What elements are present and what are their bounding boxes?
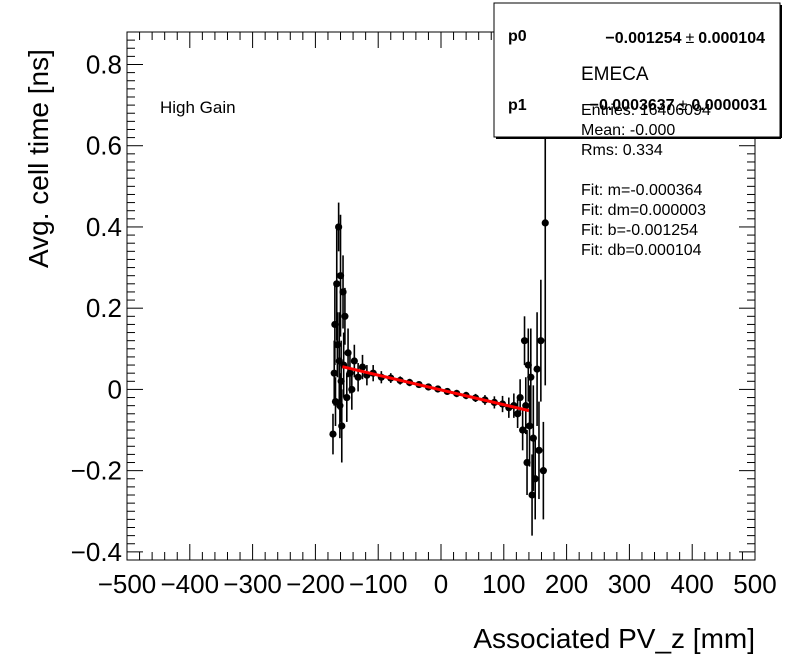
stats-p0-value: −0.001254 ±0.000104	[605, 30, 765, 47]
data-point	[535, 446, 543, 454]
stats-line: Mean: -0.000	[581, 122, 675, 139]
data-point	[522, 402, 530, 410]
x-tick-label: 0	[434, 569, 448, 599]
data-point	[520, 337, 529, 345]
stats-p0-name: p0	[508, 28, 527, 45]
data-point	[529, 434, 537, 442]
data-point	[537, 337, 545, 345]
stats-line: Fit: dm=0.000003	[581, 202, 706, 219]
stats-p0-pm: ±	[685, 30, 694, 47]
x-axis-tick-labels: −500 −400 −300 −200 −100 0 100 200 300 400 500	[98, 569, 777, 599]
x-tick-label: −400	[161, 569, 220, 599]
x-tick-label: −200	[286, 569, 345, 599]
stats-p1-value: −0.0003637 ±0.0000031	[590, 97, 768, 114]
data-point	[531, 475, 539, 483]
x-tick-label: 500	[733, 569, 776, 599]
data-point	[348, 385, 356, 394]
data-point	[519, 426, 527, 434]
data-point	[524, 361, 532, 369]
data-point	[541, 219, 549, 227]
stats-box-frame	[493, 2, 781, 138]
data-point	[335, 223, 343, 231]
stats-title: EMECA	[581, 64, 649, 85]
y-axis-tick-labels: −0.4 −0.2 0 0.2 0.4 0.6 0.8	[71, 49, 122, 566]
data-point	[527, 373, 535, 381]
data-point	[339, 288, 347, 296]
data-point	[525, 422, 534, 430]
y-tick-label: −0.2	[71, 456, 122, 486]
data-point	[333, 341, 341, 349]
stats-line: Rms: 0.334	[581, 142, 663, 159]
data-point	[329, 430, 337, 438]
y-tick-label: 0.4	[86, 212, 122, 242]
y-tick-label: 0.2	[86, 293, 122, 323]
stats-line: Entries: 16406094	[581, 102, 711, 119]
data-point	[331, 320, 339, 329]
data-point	[338, 422, 346, 430]
x-axis-title: Associated PV_z [mm]	[473, 623, 755, 654]
data-point	[516, 393, 524, 402]
stats-p0-number: −0.001254	[605, 30, 681, 47]
x-tick-label: −300	[223, 569, 282, 599]
data-point	[533, 365, 541, 373]
stats-box: p0 −0.001254 ±0.000104 EMECA p1 −0.000363…	[493, 2, 782, 259]
fit-line	[342, 365, 530, 413]
stats-line: Fit: m=-0.000364	[581, 182, 703, 199]
stats-p1-number: −0.0003637	[590, 97, 675, 114]
x-tick-label: 400	[671, 569, 714, 599]
y-tick-label: 0	[108, 374, 122, 404]
gain-annotation: High Gain	[160, 98, 236, 117]
data-point	[358, 363, 367, 371]
x-tick-label: −500	[98, 569, 157, 599]
data-point	[330, 369, 338, 377]
y-axis-title: Avg. cell time [ns]	[23, 49, 54, 268]
data-point	[354, 373, 362, 381]
stats-lines: Entries: 16406094 Mean: -0.000 Rms: 0.334 F…	[581, 102, 711, 259]
data-point	[528, 491, 536, 499]
x-tick-label: 100	[482, 569, 525, 599]
data-point	[333, 280, 341, 288]
y-tick-label: 0.6	[86, 131, 122, 161]
data-point	[336, 402, 344, 410]
data-point	[350, 357, 358, 365]
data-point	[341, 312, 349, 320]
stats-p1-name: p1	[508, 97, 527, 114]
stats-line: Fit: b=-0.001254	[581, 222, 698, 239]
data-point	[336, 272, 345, 280]
y-tick-label: 0.8	[86, 49, 122, 79]
data-point	[337, 377, 345, 385]
stats-p0-error: 0.000104	[698, 30, 765, 47]
stats-p1-error: 0.0000031	[691, 97, 767, 114]
data-point	[346, 369, 354, 377]
data-point	[343, 393, 351, 402]
stats-line: Fit: db=0.000104	[581, 242, 702, 259]
x-tick-label: 300	[608, 569, 651, 599]
data-point	[539, 467, 547, 475]
y-tick-label: −0.4	[71, 537, 122, 567]
x-tick-label: −100	[349, 569, 408, 599]
data-point	[514, 410, 522, 418]
x-tick-label: 200	[545, 569, 588, 599]
stats-p1-pm: ±	[679, 97, 688, 114]
data-point	[523, 458, 531, 467]
data-point	[344, 349, 352, 357]
